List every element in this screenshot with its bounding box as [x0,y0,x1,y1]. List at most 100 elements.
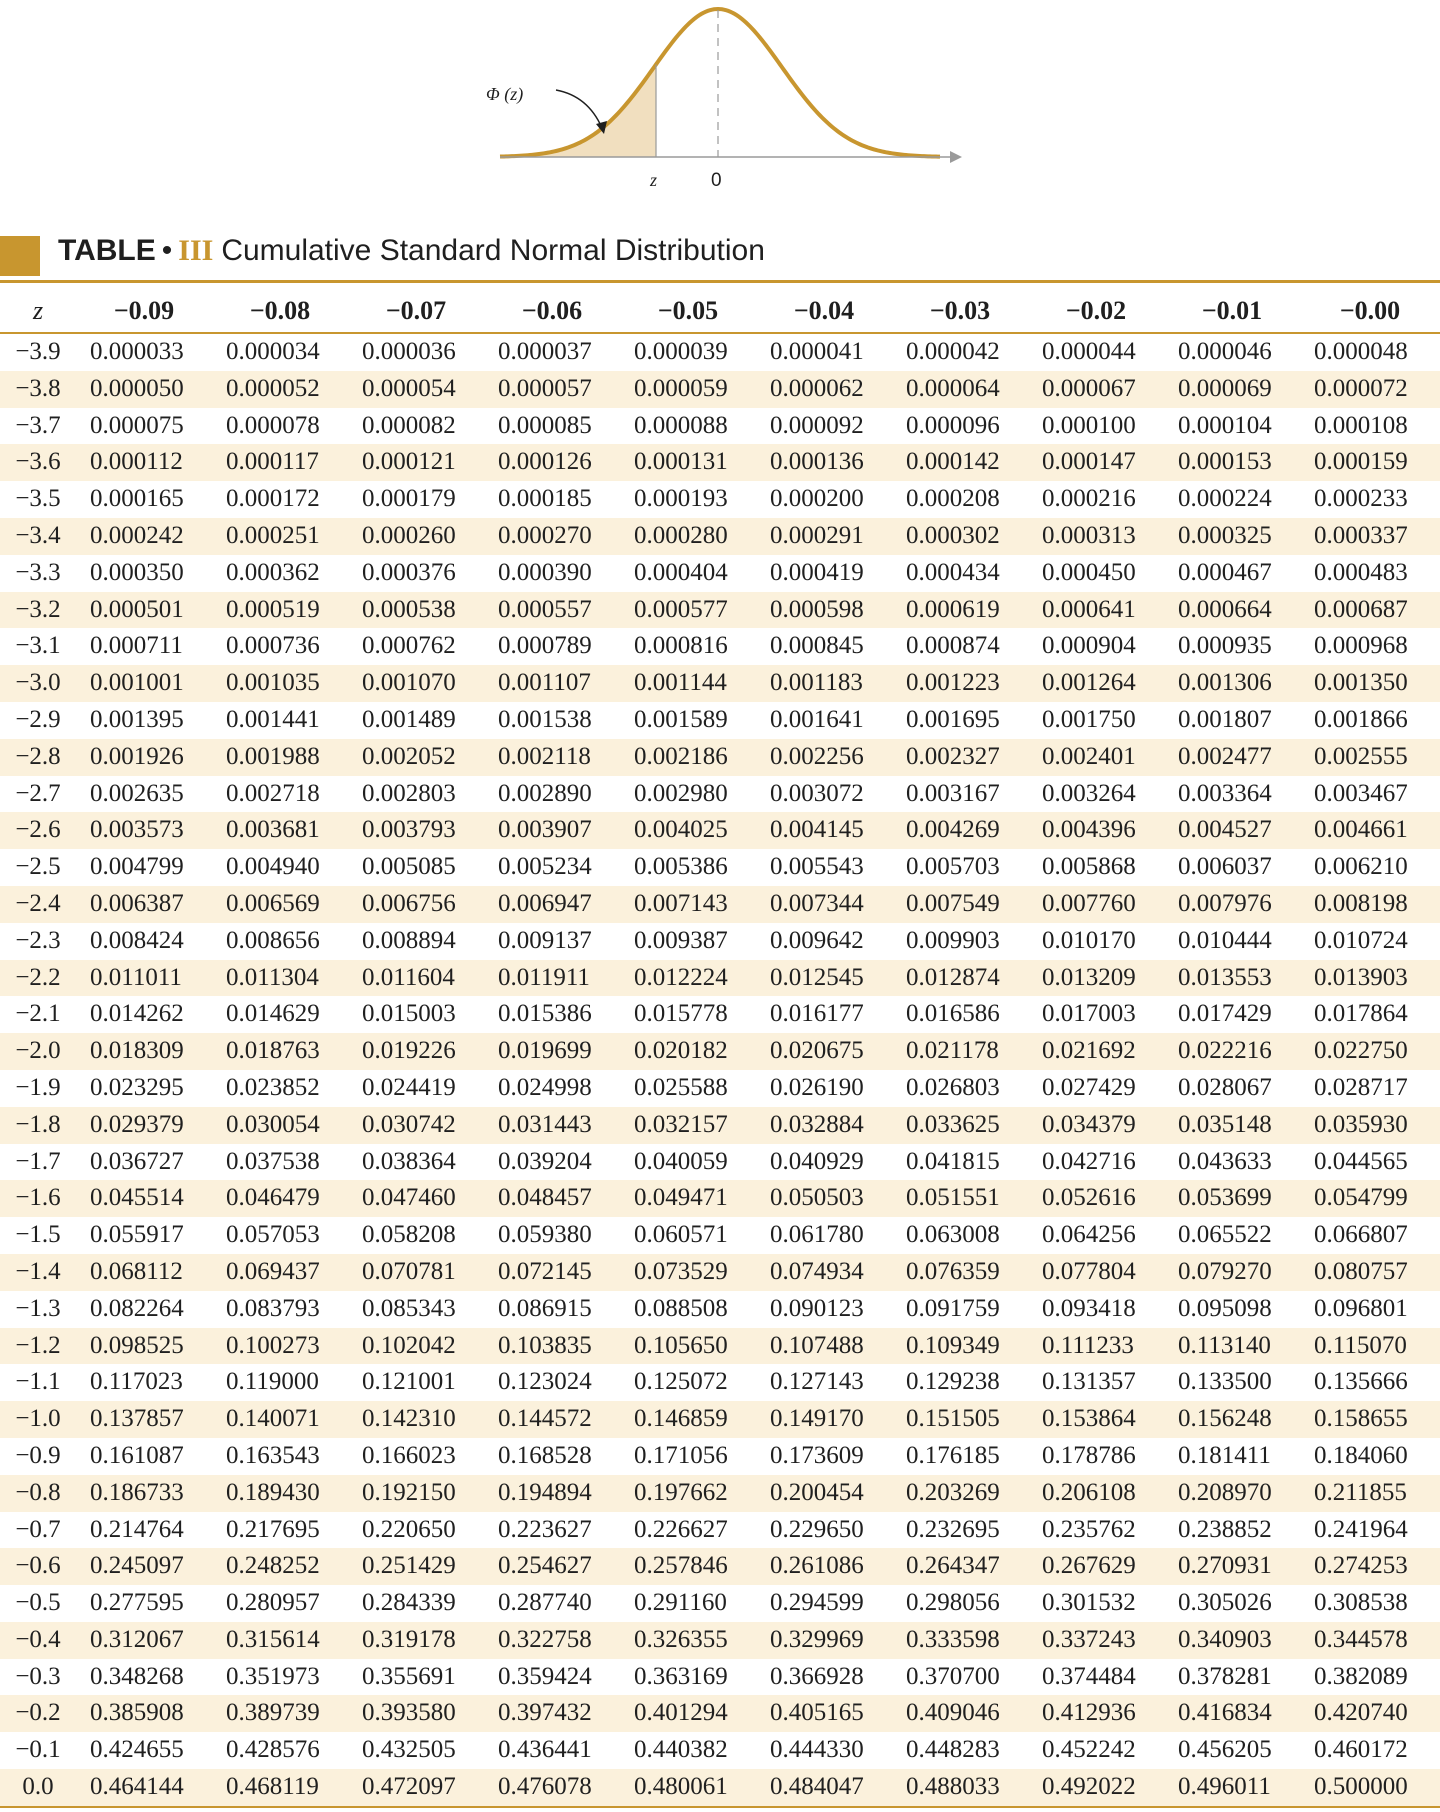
probability-cell: 0.129238 [906,1368,1000,1396]
probability-cell: 0.011011 [90,963,182,991]
probability-cell: 0.003467 [1314,779,1408,807]
table-row: −3.0 0.001001 0.001035 0.001070 0.001107 0.00… [0,665,1440,702]
z-value-cell: −1.5 [15,1221,61,1249]
probability-cell: 0.004940 [226,853,320,881]
probability-cell: 0.197662 [634,1478,728,1506]
probability-cell: 0.000037 [498,338,592,365]
z-value-cell: −1.3 [15,1294,61,1322]
probability-cell: 0.001538 [498,705,592,733]
probability-cell: 0.001807 [1178,705,1272,733]
probability-cell: 0.095098 [1178,1294,1272,1322]
probability-cell: 0.000208 [906,485,1000,513]
probability-cell: 0.030054 [226,1110,320,1138]
probability-cell: 0.000159 [1314,448,1408,476]
probability-cell: 0.016586 [906,1000,1000,1028]
probability-cell: 0.053699 [1178,1184,1272,1212]
z-value-cell: −0.6 [15,1552,61,1580]
probability-cell: 0.000291 [770,521,864,549]
probability-cell: 0.456205 [1178,1736,1272,1764]
table-row: −1.3 0.082264 0.083793 0.085343 0.086915 0.08… [0,1291,1440,1328]
probability-cell: 0.026803 [906,1073,1000,1101]
probability-cell: 0.432505 [362,1736,456,1764]
probability-cell: 0.001264 [1042,669,1136,697]
probability-cell: 0.000224 [1178,485,1272,513]
z-value-cell: −2.0 [15,1037,61,1065]
probability-cell: 0.211855 [1314,1478,1407,1506]
z-value-cell: −1.6 [15,1184,61,1212]
probability-cell: 0.000069 [1178,374,1272,402]
probability-cell: 0.049471 [634,1184,728,1212]
probability-cell: 0.000085 [498,411,592,439]
probability-cell: 0.238852 [1178,1515,1272,1543]
probability-cell: 0.000619 [906,595,1000,623]
bell-curve [499,6,941,159]
title-table-word: TABLE [58,234,156,267]
probability-cell: 0.005234 [498,853,592,881]
probability-cell: 0.000687 [1314,595,1408,623]
probability-cell: 0.001926 [90,742,184,770]
probability-cell: 0.024998 [498,1073,592,1101]
probability-cell: 0.000121 [362,448,456,476]
probability-cell: 0.020675 [770,1037,864,1065]
probability-cell: 0.102042 [362,1331,456,1359]
probability-cell: 0.370700 [906,1662,1000,1690]
probability-cell: 0.069437 [226,1257,320,1285]
probability-cell: 0.055917 [90,1221,184,1249]
probability-cell: 0.000251 [226,521,320,549]
probability-cell: 0.000036 [362,338,456,365]
probability-cell: 0.000041 [770,338,864,365]
column-header: −0.09 [76,290,212,334]
probability-cell: 0.000935 [1178,632,1272,660]
probability-cell: 0.042716 [1042,1147,1136,1175]
probability-cell: 0.000313 [1042,521,1136,549]
probability-cell: 0.022216 [1178,1037,1272,1065]
probability-cell: 0.000762 [362,632,456,660]
z-value-cell: −0.1 [15,1736,61,1764]
probability-cell: 0.045514 [90,1184,184,1212]
phi-label: Φ (z) [486,84,523,105]
z-value-cell: −0.4 [15,1625,61,1653]
probability-cell: 0.079270 [1178,1257,1272,1285]
table-row: −0.6 0.245097 0.248252 0.251429 0.254627 0.25… [0,1548,1440,1586]
probability-cell: 0.333598 [906,1625,1000,1653]
probability-cell: 0.000179 [362,485,456,513]
z-value-cell: 0.0 [22,1773,54,1801]
z-value-cell: −3.0 [15,669,61,697]
probability-cell: 0.000172 [226,485,320,513]
probability-cell: 0.305026 [1178,1589,1272,1617]
probability-cell: 0.025588 [634,1073,728,1101]
table-row: −1.7 0.036727 0.037538 0.038364 0.039204 0.04… [0,1144,1440,1181]
probability-cell: 0.002327 [906,742,1000,770]
probability-cell: 0.014262 [90,1000,184,1028]
probability-cell: 0.109349 [906,1331,1000,1359]
probability-cell: 0.029379 [90,1110,184,1138]
probability-cell: 0.000302 [906,521,1000,549]
column-header: −0.04 [756,290,892,334]
probability-cell: 0.002118 [498,742,591,770]
probability-cell: 0.287740 [498,1589,592,1617]
z-value-cell: −2.5 [15,853,61,881]
probability-cell: 0.000165 [90,485,184,513]
probability-cell: 0.496011 [1178,1773,1271,1801]
probability-cell: 0.091759 [906,1294,1000,1322]
probability-cell: 0.060571 [634,1221,728,1249]
probability-cell: 0.002980 [634,779,728,807]
probability-cell: 0.460172 [1314,1736,1408,1764]
probability-cell: 0.010170 [1042,926,1136,954]
title-number: III [178,234,214,267]
probability-cell: 0.217695 [226,1515,320,1543]
probability-cell: 0.000072 [1314,374,1408,402]
probability-cell: 0.050503 [770,1184,864,1212]
probability-cell: 0.041815 [906,1147,1000,1175]
probability-cell: 0.000350 [90,558,184,586]
probability-cell: 0.000242 [90,521,184,549]
table-row: −0.8 0.186733 0.189430 0.192150 0.194894 0.19… [0,1474,1440,1512]
probability-cell: 0.248252 [226,1552,320,1580]
probability-cell: 0.220650 [362,1515,456,1543]
probability-cell: 0.348268 [90,1662,184,1690]
probability-cell: 0.064256 [1042,1221,1136,1249]
probability-cell: 0.005085 [362,853,456,881]
probability-cell: 0.277595 [90,1589,184,1617]
probability-cell: 0.015003 [362,1000,456,1028]
probability-cell: 0.163543 [226,1441,320,1469]
